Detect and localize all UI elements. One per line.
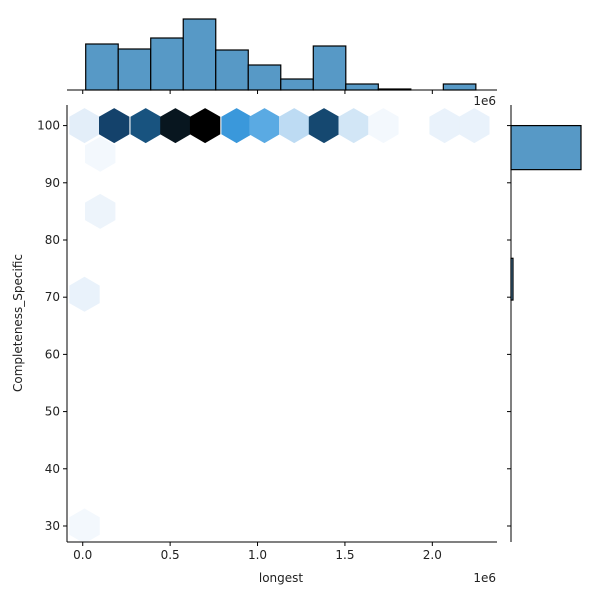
- y-axis-label: Completeness_Specific: [11, 254, 25, 392]
- y-tick-label: 60: [45, 347, 60, 361]
- hexbin-cell: [221, 108, 252, 144]
- hexbin-cell: [459, 108, 490, 144]
- x-histogram-bar: [312, 45, 347, 91]
- hexbin-cell: [189, 108, 221, 144]
- y-tick-label: 90: [45, 176, 60, 190]
- y-tick-label: 40: [45, 462, 60, 476]
- hexbin-cell: [69, 108, 100, 144]
- x-axis-label: longest: [259, 571, 304, 585]
- x-histogram-bar: [442, 83, 477, 91]
- x-tick-label: 1.0: [248, 548, 267, 562]
- y-tick-label: 100: [37, 119, 60, 133]
- hexbin-cell: [69, 276, 100, 312]
- x-tick-label: 0.0: [73, 548, 92, 562]
- hexbin-cell: [368, 108, 399, 144]
- hexbin-cell: [130, 108, 161, 144]
- hexbin-cell: [279, 108, 310, 144]
- axes-layer: 0.0 0.5 1.0 1.5 2.0 30 40 50 60 70 80 90 100: [37, 89, 512, 562]
- hexbin-layer: [69, 108, 490, 544]
- hexbin-cell: [85, 136, 116, 172]
- hexbin-cell: [160, 108, 191, 144]
- y-histogram-bar: [510, 124, 582, 171]
- hexbin-cell: [338, 108, 369, 144]
- x-histogram-bar: [85, 43, 119, 91]
- hexbin-cell: [85, 193, 116, 229]
- x-marginal-histogram: [85, 18, 477, 91]
- x-offset-label-top: 1e6: [473, 94, 496, 108]
- x-tick-label: 0.5: [161, 548, 180, 562]
- y-marginal-histogram: [510, 124, 582, 301]
- y-tick-label: 80: [45, 233, 60, 247]
- x-histogram-bar: [280, 78, 314, 91]
- hexbin-cell: [308, 108, 340, 144]
- x-histogram-bar: [182, 18, 217, 91]
- y-tick-label: 50: [45, 405, 60, 419]
- x-offset-label-bottom: 1e6: [473, 571, 496, 585]
- x-histogram-bar: [247, 64, 282, 91]
- hexbin-cell: [69, 508, 100, 544]
- y-tick-label: 30: [45, 519, 60, 533]
- hexbin-cell: [429, 108, 460, 144]
- hexbin-cell: [99, 108, 130, 144]
- x-histogram-bar: [345, 83, 379, 91]
- y-tick-label: 70: [45, 290, 60, 304]
- x-histogram-bar: [215, 49, 249, 91]
- x-tick-label: 2.0: [423, 548, 442, 562]
- x-histogram-bar: [150, 37, 184, 91]
- hexbin-cell: [249, 108, 280, 144]
- x-histogram-bar: [117, 48, 152, 91]
- x-tick-label: 1.5: [335, 548, 354, 562]
